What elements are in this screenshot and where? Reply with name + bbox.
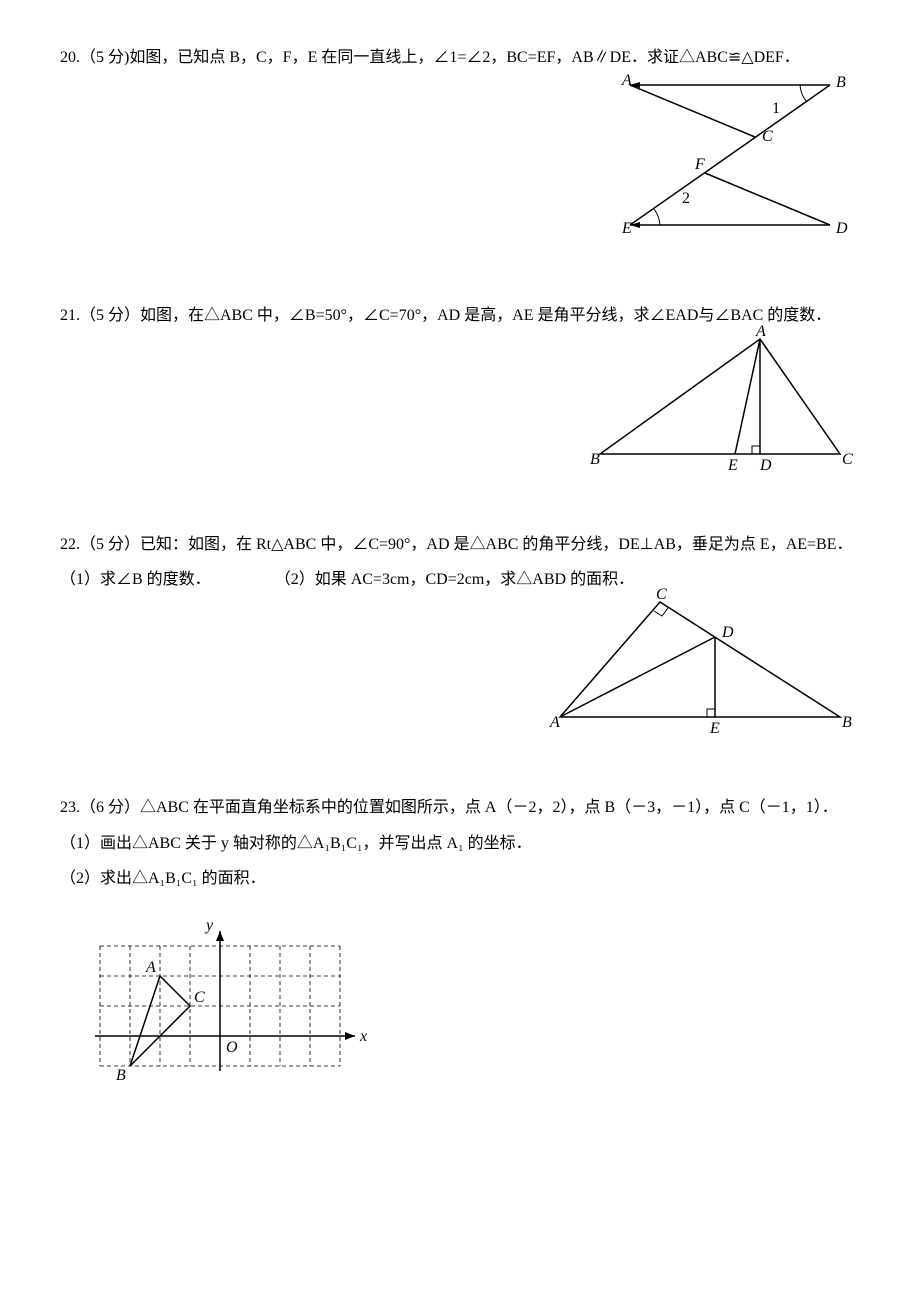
svg-text:O: O bbox=[226, 1039, 238, 1056]
problem-23-text: 23.（6 分）△ABC 在平面直角坐标系中的位置如图所示，点 A（－2，2），… bbox=[60, 790, 860, 825]
problem-21-figure-wrap: A B C E D bbox=[60, 324, 860, 487]
label-B: B bbox=[836, 74, 846, 91]
problem-20: 20.（5 分)如图，已知点 B，C，F，E 在同一直线上，∠1=∠2，BC=E… bbox=[60, 40, 860, 258]
label-1: 1 bbox=[772, 100, 780, 117]
svg-text:y: y bbox=[204, 917, 214, 934]
problem-20-figure: A B C F E D 1 2 bbox=[600, 65, 860, 245]
label-A: A bbox=[621, 72, 632, 89]
label-A: A bbox=[755, 324, 766, 340]
label-B: B bbox=[842, 714, 852, 731]
label-C: C bbox=[762, 128, 773, 145]
label-2: 2 bbox=[682, 190, 690, 207]
svg-text:B: B bbox=[116, 1067, 126, 1084]
problem-22-text: 22.（5 分）已知：如图，在 Rt△ABC 中，∠C=90°，AD 是△ABC… bbox=[60, 527, 860, 562]
label-F: F bbox=[694, 156, 705, 173]
problem-20-figure-wrap: A B C F E D 1 2 bbox=[60, 65, 860, 258]
label-A: A bbox=[549, 714, 560, 731]
problem-23: 23.（6 分）△ABC 在平面直角坐标系中的位置如图所示，点 A（－2，2），… bbox=[60, 790, 860, 1099]
problem-22: 22.（5 分）已知：如图，在 Rt△ABC 中，∠C=90°，AD 是△ABC… bbox=[60, 527, 860, 751]
svg-text:C: C bbox=[194, 989, 205, 1006]
problem-22-part1: （1）求∠B 的度数． bbox=[60, 562, 211, 597]
problem-23-figure: A B C Ox y bbox=[80, 906, 380, 1086]
problem-21-figure: A B C E D bbox=[580, 324, 860, 474]
label-D: D bbox=[759, 457, 772, 474]
label-C: C bbox=[842, 451, 853, 468]
svg-text:x: x bbox=[359, 1028, 367, 1045]
problem-23-figure-wrap: A B C Ox y bbox=[80, 906, 860, 1099]
problem-22-figure: A C B D E bbox=[540, 587, 860, 737]
problem-23-part2: （2）求出△A₁B₁C₁ 的面积． bbox=[60, 861, 860, 896]
label-E: E bbox=[621, 220, 632, 237]
label-C: C bbox=[656, 587, 667, 603]
problem-23-part1: （1）画出△ABC 关于 y 轴对称的△A₁B₁C₁，并写出点 A₁ 的坐标． bbox=[60, 826, 860, 861]
svg-text:A: A bbox=[145, 959, 156, 976]
label-E: E bbox=[727, 457, 738, 474]
label-B: B bbox=[590, 451, 600, 468]
problem-22-figure-wrap: A C B D E bbox=[60, 587, 860, 750]
label-D: D bbox=[721, 624, 734, 641]
label-D: D bbox=[835, 220, 848, 237]
label-E: E bbox=[709, 720, 720, 737]
problem-21: 21.（5 分）如图，在△ABC 中，∠B=50°，∠C=70°，AD 是高，A… bbox=[60, 298, 860, 486]
